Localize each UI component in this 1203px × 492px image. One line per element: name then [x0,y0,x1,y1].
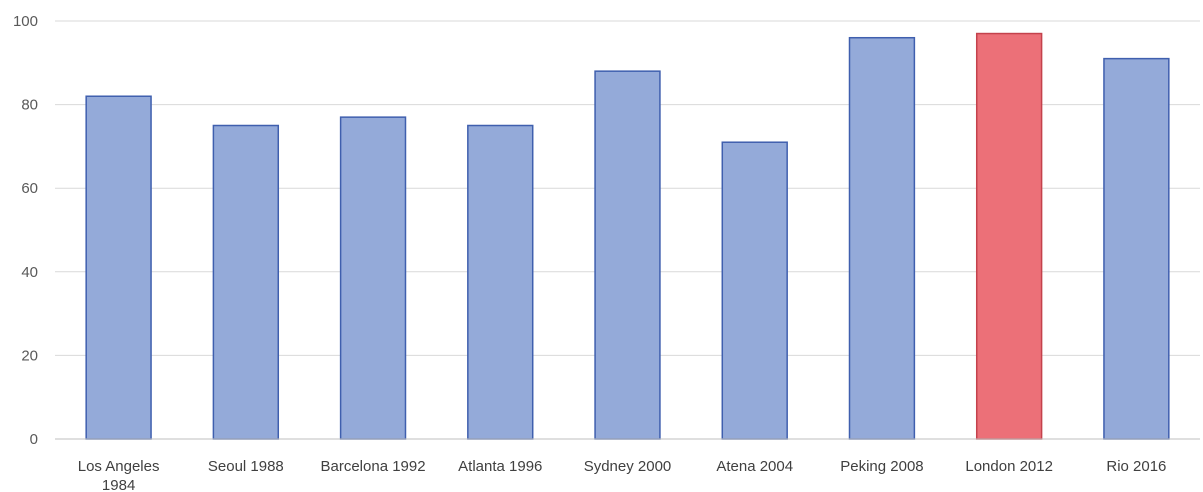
x-category-label: Rio 2016 [1106,458,1166,475]
bar [721,141,788,440]
y-axis-tick-labels: 0 20 40 60 80 100 [13,13,38,448]
x-category-label: Sydney 2000 [584,458,672,475]
y-tick-label: 100 [13,13,38,30]
x-category-label: Los Angeles 1984 [78,458,160,492]
bar [467,124,534,440]
x-category-label: Barcelona 1992 [321,458,426,475]
bar [848,36,916,440]
y-tick-label: 80 [21,97,38,114]
bar [212,124,280,440]
y-tick-label: 0 [30,431,38,448]
bar [1103,57,1170,440]
bars [85,32,1170,440]
x-category-label: Peking 2008 [840,458,923,475]
bar [594,70,661,440]
x-axis-category-labels: Los Angeles 1984 Seoul 1988 Barcelona 1992 A… [78,458,1167,492]
bar-highlighted [975,32,1043,440]
y-tick-label: 60 [21,180,38,197]
y-tick-label: 20 [21,347,38,364]
x-category-label: Atlanta 1996 [458,458,542,475]
x-category-label: Atena 2004 [716,458,793,475]
bar [85,95,152,440]
y-tick-label: 40 [21,264,38,281]
x-category-label: London 2012 [965,458,1053,475]
bar [339,116,407,440]
x-category-label: Seoul 1988 [208,458,284,475]
